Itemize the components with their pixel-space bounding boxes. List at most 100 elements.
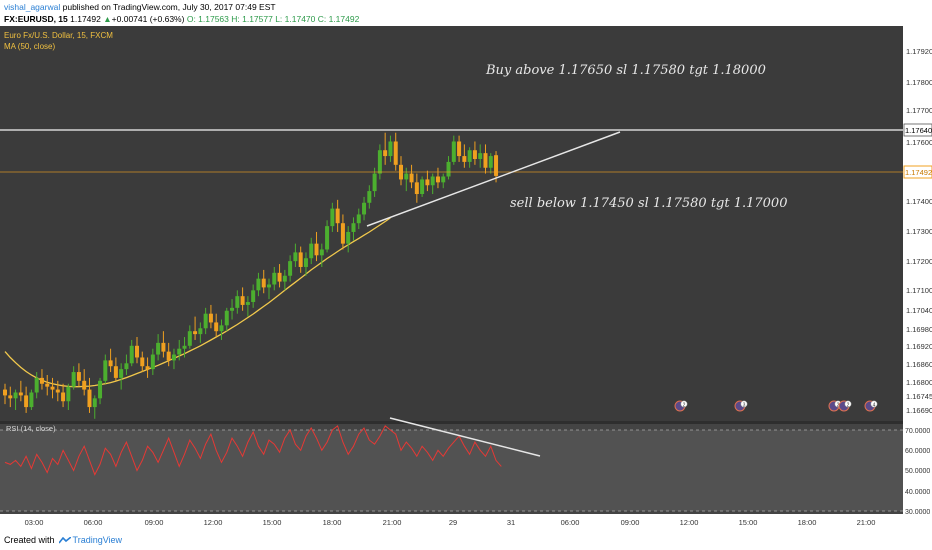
candle[interactable] bbox=[108, 348, 113, 373]
candle[interactable] bbox=[314, 231, 319, 262]
candle[interactable] bbox=[346, 226, 351, 253]
candle[interactable] bbox=[383, 132, 388, 165]
candle[interactable] bbox=[340, 214, 345, 250]
candle[interactable] bbox=[377, 144, 382, 180]
candle[interactable] bbox=[161, 331, 166, 358]
candle[interactable] bbox=[388, 135, 393, 162]
candle[interactable] bbox=[414, 173, 419, 203]
candle[interactable] bbox=[309, 237, 314, 265]
candle[interactable] bbox=[330, 202, 335, 232]
candle[interactable] bbox=[198, 322, 203, 343]
candle[interactable] bbox=[71, 366, 76, 390]
candle[interactable] bbox=[462, 144, 467, 168]
candle[interactable] bbox=[351, 217, 356, 241]
candle[interactable] bbox=[113, 357, 118, 381]
candle[interactable] bbox=[124, 354, 129, 375]
rsi-divergence-trendline[interactable] bbox=[389, 417, 541, 457]
candle[interactable] bbox=[224, 307, 229, 332]
candle[interactable] bbox=[451, 135, 456, 165]
candle[interactable] bbox=[261, 269, 266, 294]
candle[interactable] bbox=[119, 363, 124, 390]
candle[interactable] bbox=[66, 383, 71, 410]
candle[interactable] bbox=[203, 307, 208, 335]
support-trendline[interactable] bbox=[366, 131, 621, 227]
candle[interactable] bbox=[282, 269, 287, 291]
candle[interactable] bbox=[87, 377, 92, 413]
candle[interactable] bbox=[446, 156, 451, 180]
candle[interactable] bbox=[150, 348, 155, 375]
candle[interactable] bbox=[245, 296, 250, 317]
tradingview-brand[interactable]: TradingView bbox=[72, 535, 123, 545]
candle[interactable] bbox=[13, 389, 18, 410]
candle[interactable] bbox=[319, 243, 324, 267]
candle[interactable] bbox=[488, 153, 493, 174]
candle[interactable] bbox=[135, 337, 139, 364]
candle[interactable] bbox=[393, 132, 398, 171]
candle[interactable] bbox=[472, 141, 477, 165]
candle[interactable] bbox=[425, 170, 430, 192]
candle[interactable] bbox=[467, 147, 472, 168]
candle[interactable] bbox=[208, 304, 213, 329]
author-link[interactable]: vishal_agarwal bbox=[4, 2, 61, 12]
event-marker-icon[interactable]: 2 bbox=[828, 400, 842, 412]
candle[interactable] bbox=[39, 369, 44, 390]
candle[interactable] bbox=[76, 363, 81, 387]
candle[interactable] bbox=[367, 185, 372, 209]
candle[interactable] bbox=[494, 151, 499, 183]
candle[interactable] bbox=[288, 255, 293, 282]
candle[interactable] bbox=[441, 173, 446, 189]
candle[interactable] bbox=[18, 380, 23, 402]
candle[interactable] bbox=[3, 383, 7, 405]
event-marker-icon[interactable]: 2 bbox=[838, 400, 852, 412]
candle[interactable] bbox=[457, 135, 462, 162]
candle[interactable] bbox=[240, 287, 245, 311]
event-marker-icon[interactable]: 3 bbox=[734, 400, 748, 412]
candle[interactable] bbox=[219, 319, 224, 340]
candle[interactable] bbox=[335, 199, 340, 232]
candle[interactable] bbox=[483, 144, 488, 174]
candle[interactable] bbox=[129, 339, 134, 367]
candle[interactable] bbox=[325, 220, 330, 253]
price-chart[interactable]: 1.17920 1.17800 1.17700 1.17600 1.17400 1.173… bbox=[0, 26, 932, 530]
candle[interactable] bbox=[251, 284, 256, 308]
candle[interactable] bbox=[8, 386, 13, 408]
candle[interactable] bbox=[171, 348, 176, 370]
candle[interactable] bbox=[34, 372, 39, 399]
candle[interactable] bbox=[29, 389, 34, 410]
candle[interactable] bbox=[156, 334, 161, 361]
candle[interactable] bbox=[356, 208, 361, 230]
candle[interactable] bbox=[230, 299, 235, 320]
candle[interactable] bbox=[293, 243, 298, 267]
candle[interactable] bbox=[272, 266, 277, 291]
candle[interactable] bbox=[478, 144, 483, 168]
candle[interactable] bbox=[103, 354, 108, 384]
candle[interactable] bbox=[55, 380, 60, 402]
candle[interactable] bbox=[61, 383, 66, 408]
candle[interactable] bbox=[92, 395, 97, 419]
main-pane[interactable] bbox=[0, 26, 903, 421]
candle[interactable] bbox=[182, 337, 187, 358]
candle[interactable] bbox=[235, 290, 240, 314]
candle[interactable] bbox=[435, 167, 440, 189]
candle[interactable] bbox=[45, 374, 50, 396]
candle[interactable] bbox=[420, 176, 425, 197]
candle[interactable] bbox=[277, 264, 282, 288]
candle[interactable] bbox=[256, 272, 261, 297]
candle[interactable] bbox=[177, 339, 182, 361]
candle[interactable] bbox=[187, 325, 192, 349]
candle[interactable] bbox=[409, 164, 414, 189]
candle[interactable] bbox=[82, 369, 87, 396]
candle[interactable] bbox=[430, 173, 435, 195]
candle[interactable] bbox=[372, 167, 377, 197]
candle[interactable] bbox=[166, 342, 171, 367]
candle[interactable] bbox=[145, 357, 150, 378]
candle[interactable] bbox=[24, 386, 29, 413]
candle[interactable] bbox=[50, 377, 55, 399]
candle[interactable] bbox=[298, 246, 303, 273]
candle[interactable] bbox=[193, 316, 198, 340]
event-marker-icon[interactable]: 2 bbox=[674, 400, 688, 412]
candle[interactable] bbox=[303, 252, 308, 276]
candle[interactable] bbox=[362, 196, 367, 221]
event-marker-icon[interactable]: 4 bbox=[864, 400, 878, 412]
candle[interactable] bbox=[98, 377, 103, 405]
